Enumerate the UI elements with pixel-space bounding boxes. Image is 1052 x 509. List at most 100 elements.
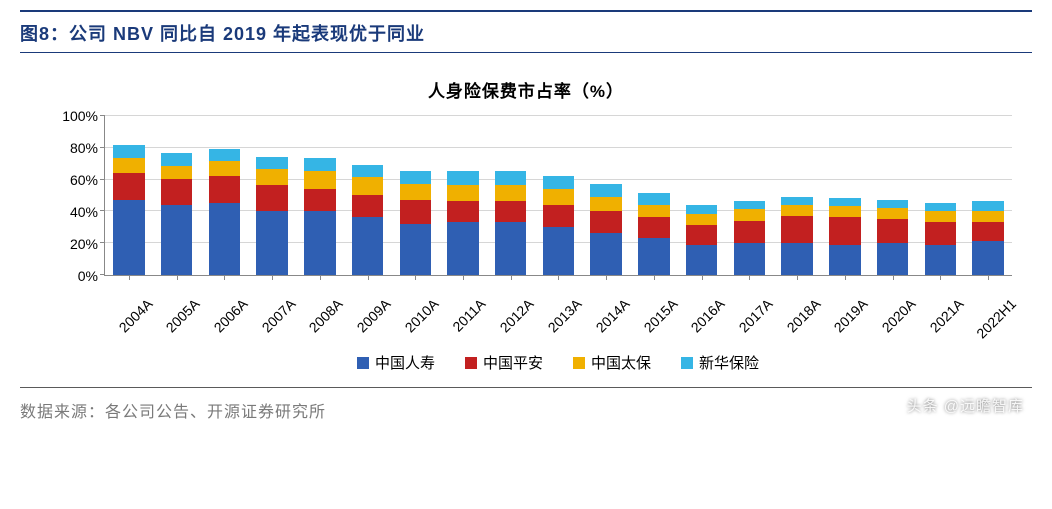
x-label-slot: 2009A [343,280,391,350]
x-tick-mark [988,275,989,280]
x-tick-mark [797,275,798,280]
bar-segment [877,243,909,275]
x-tick-mark [654,275,655,280]
legend-label: 新华保险 [699,352,759,373]
chart-area: 0%20%40%60%80%100% [50,116,1012,276]
y-tick-label: 0% [78,268,98,284]
bar-segment [829,245,861,275]
bar-segment [829,217,861,244]
stacked-bar [304,158,336,275]
x-label: 2011A [449,296,488,335]
x-label: 2017A [736,296,776,336]
bar-segment [543,176,575,189]
bar-slot [726,116,774,275]
bar-segment [686,205,718,215]
bar-segment [209,161,241,175]
bar-segment [877,208,909,219]
legend-label: 中国人寿 [375,352,435,373]
bar-segment [972,222,1004,241]
bar-segment [686,214,718,225]
legend-swatch [357,357,369,369]
x-label: 2005A [163,296,203,336]
bar-slot [630,116,678,275]
bar-segment [590,211,622,233]
legend-label: 中国平安 [483,352,543,373]
bar-segment [400,200,432,224]
stacked-bar [447,171,479,275]
x-label-slot: 2014A [581,280,629,350]
bar-segment [113,158,145,172]
bar-slot [964,116,1012,275]
bar-segment [686,245,718,275]
bar-slot [248,116,296,275]
x-label: 2018A [783,296,823,336]
stacked-bar [495,171,527,275]
x-label-slot: 2012A [486,280,534,350]
bars-container [105,116,1012,275]
legend-item: 中国太保 [573,352,651,373]
bar-segment [686,225,718,244]
bar-segment [925,203,957,211]
bar-segment [161,179,193,205]
x-label-slot: 2010A [390,280,438,350]
bar-segment [638,193,670,204]
stacked-bar [686,205,718,275]
x-label: 2007A [258,296,298,336]
x-axis-labels: 2004A2005A2006A2007A2008A2009A2010A2011A… [104,280,1012,350]
bar-segment [543,227,575,275]
legend-label: 中国太保 [591,352,651,373]
bar-segment [781,205,813,216]
x-tick-mark [845,275,846,280]
bar-segment [304,189,336,211]
bar-segment [256,157,288,170]
stacked-bar [829,198,861,275]
bar-segment [113,200,145,275]
x-label-slot: 2022H1 [963,280,1012,350]
stacked-bar [543,176,575,275]
x-tick-mark [368,275,369,280]
x-label-slot: 2004A [104,280,152,350]
stacked-bar [161,153,193,275]
bar-segment [209,176,241,203]
bar-segment [734,201,766,209]
bar-slot [487,116,535,275]
y-tick-label: 80% [70,140,98,156]
bar-segment [256,185,288,211]
bar-segment [447,185,479,201]
bar-slot [296,116,344,275]
x-label-slot: 2006A [199,280,247,350]
x-tick-mark [940,275,941,280]
x-tick-mark [129,275,130,280]
stacked-bar [877,200,909,275]
bar-segment [400,224,432,275]
bar-slot [391,116,439,275]
bar-segment [638,238,670,275]
x-label-slot: 2019A [820,280,868,350]
bar-segment [925,245,957,275]
plot-area [104,116,1012,276]
figure-header: 图8：公司 NBV 同比自 2019 年起表现优于同业 [20,10,1032,53]
bar-segment [543,205,575,227]
bar-slot [439,116,487,275]
x-label: 2012A [497,296,537,336]
stacked-bar [781,197,813,275]
x-label: 2015A [640,296,680,336]
bar-segment [113,145,145,158]
bar-segment [304,211,336,275]
x-label-slot: 2005A [152,280,200,350]
x-label: 2014A [592,296,632,336]
bar-segment [447,171,479,185]
legend-swatch [573,357,585,369]
legend-swatch [465,357,477,369]
bar-slot [773,116,821,275]
bar-segment [734,221,766,243]
bar-segment [972,211,1004,222]
bar-segment [256,211,288,275]
bar-segment [352,165,384,178]
bar-segment [352,195,384,217]
bar-segment [829,206,861,217]
x-label: 2010A [402,296,442,336]
x-tick-mark [606,275,607,280]
x-tick-mark [558,275,559,280]
bar-segment [734,209,766,220]
